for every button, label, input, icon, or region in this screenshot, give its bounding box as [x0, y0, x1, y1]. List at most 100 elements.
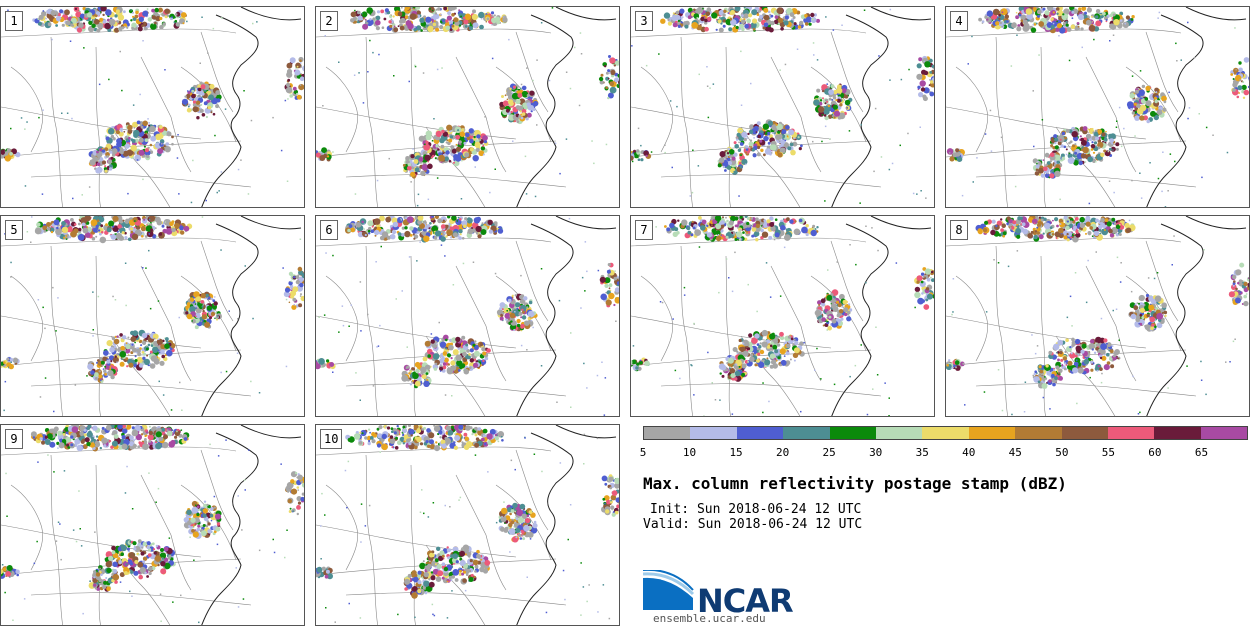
reflectivity-echo: [917, 85, 921, 90]
reflectivity-speckle: [220, 171, 223, 173]
reflectivity-speckle: [66, 112, 69, 114]
reflectivity-echo: [722, 19, 726, 23]
reflectivity-speckle: [416, 204, 419, 207]
reflectivity-speckle: [24, 185, 27, 187]
reflectivity-echo: [3, 361, 6, 364]
reflectivity-speckle: [81, 194, 83, 196]
reflectivity-echo: [720, 220, 725, 225]
reflectivity-echo: [160, 344, 166, 350]
reflectivity-echo: [671, 15, 678, 22]
reflectivity-echo: [289, 94, 294, 98]
reflectivity-echo: [721, 234, 725, 238]
reflectivity-speckle: [237, 168, 240, 171]
reflectivity-echo: [523, 296, 528, 301]
reflectivity-echo: [836, 87, 843, 94]
reflectivity-echo: [992, 8, 1000, 16]
reflectivity-echo: [406, 165, 412, 171]
reflectivity-echo: [1050, 17, 1054, 21]
reflectivity-echo: [441, 129, 445, 134]
reflectivity-echo: [432, 154, 435, 158]
reflectivity-echo: [513, 85, 517, 89]
reflectivity-echo: [189, 297, 195, 302]
reflectivity-echo: [406, 378, 410, 382]
reflectivity-echo: [123, 10, 126, 14]
reflectivity-speckle: [24, 128, 26, 130]
reflectivity-echo: [134, 138, 139, 143]
reflectivity-echo: [1109, 23, 1115, 30]
reflectivity-echo: [1049, 173, 1055, 179]
reflectivity-speckle: [147, 118, 149, 120]
reflectivity-echo: [459, 131, 466, 137]
reflectivity-echo: [448, 138, 453, 143]
reflectivity-echo: [77, 227, 82, 232]
reflectivity-speckle: [520, 274, 522, 277]
ensemble-member-panel: 5: [0, 215, 305, 417]
reflectivity-echo: [719, 16, 721, 19]
reflectivity-speckle: [86, 375, 88, 377]
reflectivity-echo: [723, 9, 727, 13]
reflectivity-echo: [1, 150, 5, 155]
reflectivity-echo: [1074, 151, 1078, 155]
reflectivity-echo: [729, 12, 733, 16]
reflectivity-echo: [1111, 142, 1114, 145]
reflectivity-speckle: [361, 12, 363, 15]
reflectivity-echo: [466, 219, 468, 222]
reflectivity-speckle: [1016, 34, 1018, 36]
reflectivity-echo: [443, 232, 447, 235]
reflectivity-echo: [188, 103, 191, 107]
reflectivity-echo: [1043, 166, 1048, 172]
reflectivity-echo: [210, 311, 216, 317]
reflectivity-echo: [384, 8, 389, 13]
reflectivity-echo: [457, 129, 460, 132]
reflectivity-echo: [984, 15, 988, 19]
reflectivity-echo: [526, 112, 532, 118]
reflectivity-echo: [107, 159, 113, 165]
reflectivity-echo: [710, 224, 713, 227]
reflectivity-echo: [104, 22, 111, 30]
reflectivity-echo: [600, 73, 604, 77]
reflectivity-speckle: [650, 151, 653, 153]
reflectivity-echo: [119, 351, 127, 358]
reflectivity-echo: [150, 228, 153, 232]
reflectivity-echo: [777, 130, 781, 134]
reflectivity-map: [316, 7, 619, 207]
reflectivity-echo: [743, 13, 749, 19]
reflectivity-echo: [616, 281, 619, 286]
reflectivity-echo: [146, 347, 149, 351]
reflectivity-echo: [827, 325, 832, 331]
reflectivity-echo: [769, 344, 773, 348]
reflectivity-echo: [826, 320, 829, 323]
reflectivity-speckle: [108, 78, 110, 81]
reflectivity-echo: [605, 86, 608, 89]
reflectivity-speckle: [527, 206, 529, 207]
reflectivity-echo: [77, 222, 81, 226]
state-boundary: [955, 66, 988, 153]
reflectivity-speckle: [256, 21, 258, 23]
reflectivity-echo: [736, 231, 743, 238]
reflectivity-echo: [741, 14, 744, 17]
reflectivity-speckle: [1052, 22, 1055, 25]
reflectivity-speckle: [112, 295, 114, 298]
reflectivity-speckle: [829, 138, 831, 140]
reflectivity-echo: [839, 293, 845, 300]
reflectivity-echo: [449, 135, 454, 139]
reflectivity-echo: [137, 26, 143, 32]
reflectivity-echo: [727, 155, 730, 158]
reflectivity-echo: [1146, 119, 1150, 124]
reflectivity-echo: [766, 357, 769, 360]
reflectivity-echo: [439, 366, 444, 371]
reflectivity-speckle: [664, 151, 666, 154]
reflectivity-echo: [215, 94, 222, 100]
reflectivity-echo: [727, 147, 730, 151]
reflectivity-echo: [295, 280, 300, 285]
reflectivity-echo: [460, 15, 463, 18]
reflectivity-echo: [103, 350, 109, 356]
reflectivity-speckle: [359, 399, 361, 401]
reflectivity-echo: [41, 11, 47, 17]
state-boundary: [410, 46, 416, 207]
reflectivity-echo: [350, 227, 356, 233]
reflectivity-speckle: [484, 116, 486, 118]
reflectivity-echo: [431, 9, 434, 12]
reflectivity-echo: [162, 22, 166, 26]
reflectivity-echo: [149, 363, 156, 369]
